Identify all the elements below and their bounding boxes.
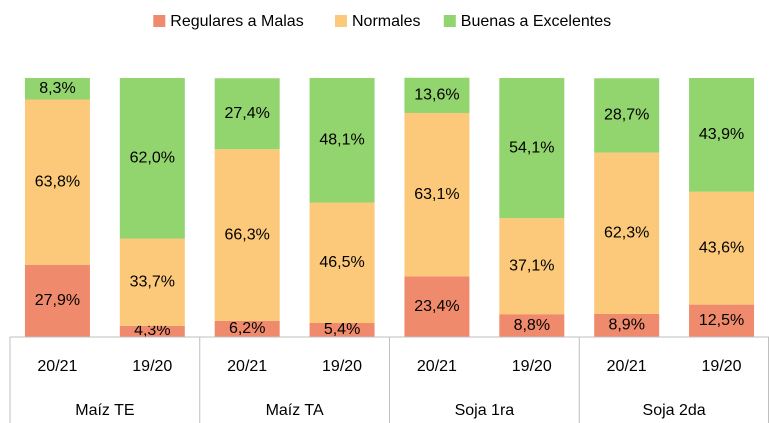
value-label: 5,4% — [324, 321, 360, 338]
value-label: 46,5% — [319, 254, 364, 271]
bar-segment — [689, 78, 755, 192]
bar-segment — [119, 78, 185, 239]
value-label: 12,5% — [699, 312, 744, 329]
group-label: Maíz TE — [75, 402, 134, 419]
x-tick-label: 20/21 — [37, 358, 77, 375]
value-label: 62,3% — [604, 224, 649, 241]
legend-label: Buenas a Excelentes — [461, 13, 611, 30]
x-tick-label: 19/20 — [702, 358, 742, 375]
value-label: 43,6% — [699, 239, 744, 256]
bar-segment — [594, 78, 660, 153]
group-label: Soja 1ra — [455, 402, 515, 419]
value-label: 63,8% — [35, 173, 80, 190]
value-label: 27,4% — [225, 105, 270, 122]
bar-segment — [214, 320, 280, 337]
bar-segment — [689, 304, 755, 337]
x-tick-label: 20/21 — [227, 358, 267, 375]
legend-swatch — [153, 15, 166, 27]
value-label: 8,8% — [514, 317, 550, 334]
bar-segment — [119, 325, 185, 337]
bar-segment — [499, 314, 565, 337]
bar-segment — [24, 78, 90, 100]
x-tick-label: 19/20 — [512, 358, 552, 375]
bar-segment — [309, 323, 375, 337]
legend-swatch — [335, 15, 347, 27]
bar-segment — [689, 191, 755, 305]
value-label: 4,3% — [134, 322, 170, 339]
legend-swatch — [443, 15, 456, 27]
group-label: Maíz TA — [266, 402, 324, 419]
value-label: 33,7% — [130, 273, 175, 290]
x-tick-label: 19/20 — [132, 358, 172, 375]
value-label: 8,3% — [39, 80, 75, 97]
bar-segment — [119, 238, 185, 326]
value-label: 63,1% — [414, 186, 459, 203]
value-label: 54,1% — [509, 139, 554, 156]
bar-segment — [214, 149, 280, 321]
bar-segment — [594, 152, 660, 314]
value-label: 66,3% — [225, 226, 270, 243]
group-label: Soja 2da — [643, 402, 706, 419]
value-label: 43,9% — [699, 126, 744, 143]
bar-segment — [594, 313, 660, 337]
legend-label: Normales — [352, 13, 420, 30]
value-label: 48,1% — [319, 132, 364, 149]
bar-segment — [24, 99, 90, 265]
x-tick-label: 19/20 — [322, 358, 362, 375]
x-tick-label: 20/21 — [607, 358, 647, 375]
bar-segment — [499, 78, 565, 219]
x-tick-label: 20/21 — [417, 358, 457, 375]
bar-segment — [309, 202, 375, 324]
bar-segment — [404, 77, 470, 113]
bar-segment — [499, 218, 565, 315]
value-label: 6,2% — [229, 320, 265, 337]
value-label: 23,4% — [414, 298, 459, 315]
bar-segment — [404, 276, 470, 337]
value-label: 37,1% — [509, 257, 554, 274]
value-label: 28,7% — [604, 107, 649, 124]
bar-segment — [214, 78, 280, 150]
value-label: 62,0% — [130, 150, 175, 167]
bar-segment — [309, 78, 375, 203]
value-label: 27,9% — [35, 292, 80, 309]
legend-label: Regulares a Malas — [170, 13, 303, 30]
value-label: 13,6% — [414, 87, 459, 104]
bar-segment — [404, 112, 470, 277]
bar-segment — [24, 264, 90, 337]
value-label: 8,9% — [608, 317, 644, 334]
